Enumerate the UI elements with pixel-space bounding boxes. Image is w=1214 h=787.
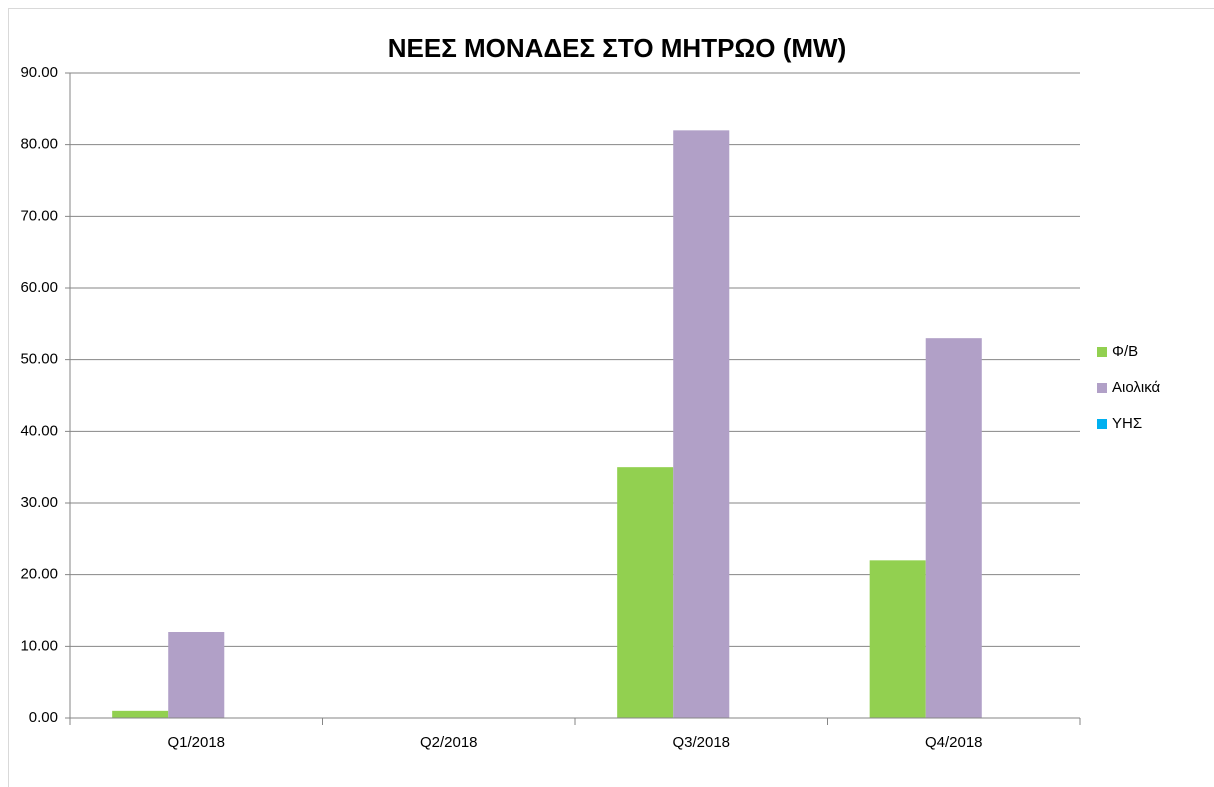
chart-title: ΝΕΕΣ ΜΟΝΑΔΕΣ ΣΤΟ ΜΗΤΡΩΟ (MW): [388, 33, 847, 63]
y-tick-label: 10.00: [20, 637, 58, 654]
bar: [869, 560, 926, 718]
y-tick-label: 30.00: [20, 494, 58, 511]
legend-label: ΥΗΣ: [1112, 415, 1142, 432]
y-tick-label: 40.00: [20, 422, 58, 439]
bar: [673, 130, 730, 719]
x-tick-label: Q3/2018: [672, 734, 730, 751]
x-tick-label: Q4/2018: [925, 734, 983, 751]
legend-swatch: [1097, 383, 1107, 393]
chart-frame: [8, 8, 1214, 787]
bar: [112, 710, 169, 718]
y-tick-label: 0.00: [29, 709, 58, 726]
bar: [168, 632, 225, 718]
legend-swatch: [1097, 347, 1107, 357]
y-tick-label: 50.00: [20, 351, 58, 368]
bar: [617, 467, 674, 718]
x-tick-label: Q1/2018: [167, 734, 225, 751]
y-tick-label: 90.00: [20, 64, 58, 81]
legend-swatch: [1097, 419, 1107, 429]
y-tick-label: 60.00: [20, 279, 58, 296]
y-tick-label: 20.00: [20, 566, 58, 583]
legend-label: Αιολικά: [1112, 379, 1161, 396]
x-tick-label: Q2/2018: [420, 734, 478, 751]
y-tick-label: 80.00: [20, 136, 58, 153]
legend-label: Φ/Β: [1112, 343, 1138, 360]
y-tick-label: 70.00: [20, 207, 58, 224]
bar: [925, 338, 982, 718]
